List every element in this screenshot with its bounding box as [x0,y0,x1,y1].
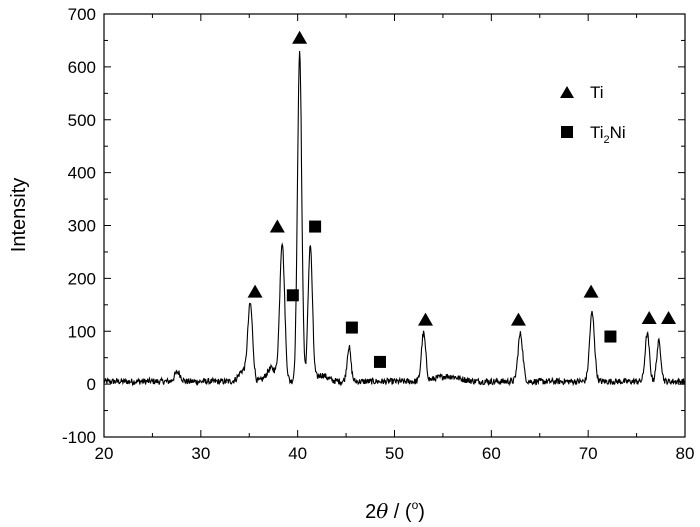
series [103,50,686,387]
plot-area-frame [103,13,686,438]
ti-peak-marker [269,219,285,233]
x-tick-label: 20 [95,444,114,463]
legend-label-ti: Ti [590,83,604,102]
x-tick-label: 80 [676,444,695,463]
ti-peak-marker [661,311,677,325]
axis-ticks: 20 30 40 50 60 70 80 -100 0 100 200 300 400 500 600 700 [62,5,694,463]
legend-triangle-marker [560,86,574,98]
x-tick-label: 40 [288,444,307,463]
ti-peak-marker [583,284,599,298]
x-tick-label: 60 [482,444,501,463]
legend-square-marker [561,126,573,138]
y-tick-label: 300 [68,217,96,236]
plot-frame [103,13,686,438]
ti2ni-peak-marker [373,355,386,368]
x-axis-label: 2θ / (o) [365,498,425,523]
x-tick-label: 30 [191,444,210,463]
y-tick-label: 0 [87,375,96,394]
x-tick-label: 70 [579,444,598,463]
y-tick-label: 700 [68,5,96,24]
y-tick-label: 100 [68,322,96,341]
x-tick-label: 50 [385,444,404,463]
legend-label-ti2ni: Ti2Ni [590,123,626,146]
xrd-pattern-line [103,50,686,387]
y-tick-label: 500 [68,111,96,130]
ti-peak-marker [417,312,433,326]
ti2ni-peak-marker [345,321,358,334]
ti-peak-marker [247,284,263,298]
ti-peak-marker [641,311,657,325]
legend: Ti Ti2Ni [560,83,626,146]
ti2ni-peak-marker [604,330,617,343]
y-axis-label: Intensity [8,178,30,252]
ti2ni-peak-marker [309,220,322,233]
y-tick-label: -100 [62,428,96,447]
ti-peak-marker [292,30,308,44]
peak-markers [247,30,677,368]
ti2ni-peak-marker [286,289,299,302]
y-tick-label: 600 [68,58,96,77]
y-tick-label: 200 [68,269,96,288]
y-tick-label: 400 [68,164,96,183]
ti-peak-marker [510,312,526,326]
